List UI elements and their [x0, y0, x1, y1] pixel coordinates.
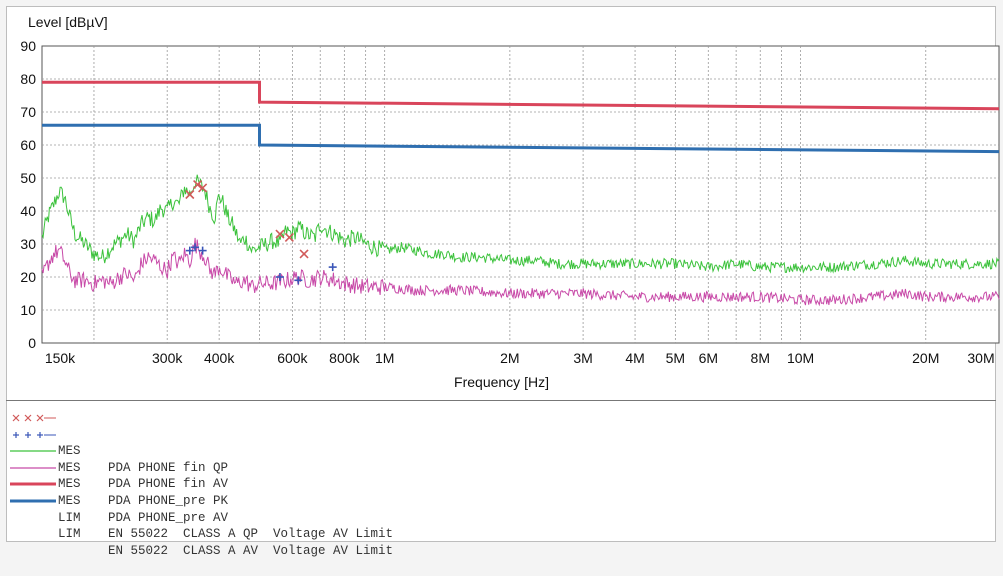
legend-symbol-plus-icon	[13, 431, 56, 438]
legend-kind: MES	[58, 493, 81, 508]
legend-row-fin-av: MES PDA PHONE fin AV	[10, 427, 228, 491]
x-tick-label: 400k	[204, 350, 235, 366]
y-tick-label: 50	[20, 170, 36, 186]
y-tick-label: 10	[20, 302, 36, 318]
emission-chart: 0 10 20 30 40 50 60 70 80 90 150k 300k 400k 600k 800k 1…	[20, 38, 1000, 366]
legend-row-limit-av: LIM EN 55022 CLASS A AV Voltage AV Limit	[10, 493, 393, 558]
legend-symbol-line-icon	[10, 467, 56, 469]
legend-kind: MES	[58, 444, 81, 459]
legend-row-fin-qp: MES PDA PHONE fin QP	[10, 410, 228, 475]
x-tick-label: 5M	[666, 350, 685, 366]
limit-line	[42, 80, 1000, 111]
legend-kind: LIM	[58, 510, 81, 525]
x-tick-label: 10M	[787, 350, 814, 366]
legend-kind: MES	[58, 460, 81, 475]
legend-label: EN 55022 CLASS A QP Voltage AV Limit	[108, 527, 394, 542]
av-marker-plus	[328, 263, 337, 272]
y-tick-label: 70	[20, 104, 36, 120]
legend-symbol-thick-line-icon	[10, 482, 56, 486]
legend-kind: MES	[58, 477, 81, 492]
y-tick-label: 60	[20, 137, 36, 153]
y-tick-label: 80	[20, 71, 36, 87]
y-axis-label: Level [dBµV]	[28, 14, 108, 30]
y-tick-label: 0	[28, 335, 36, 351]
x-tick-label: 3M	[573, 350, 592, 366]
qp-marker-x	[275, 229, 285, 239]
x-tick-label: 6M	[699, 350, 718, 366]
x-tick-label: 30M	[967, 350, 994, 366]
y-tick-label: 90	[20, 38, 36, 54]
qp-marker-x	[284, 232, 294, 242]
limit-line	[42, 123, 1000, 154]
legend-symbol-x-icon	[12, 414, 56, 422]
legend-kind: LIM	[58, 527, 81, 542]
y-tick-label: 20	[20, 269, 36, 285]
legend-row-pre-pk: MES PDA PHONE_pre PK	[10, 443, 228, 508]
legend-separator	[6, 400, 996, 401]
qp-marker-x	[185, 189, 195, 200]
qp-marker-x	[299, 249, 309, 259]
legend-symbol-line-icon	[10, 450, 56, 452]
plot-area	[41, 45, 1000, 344]
qp-marker-x	[198, 183, 208, 193]
x-tick-label: 800k	[329, 350, 360, 366]
legend-row-limit-qp: LIM EN 55022 CLASS A QP Voltage AV Limit	[10, 476, 393, 541]
av-marker-plus	[275, 273, 284, 281]
y-tick-label: 40	[20, 203, 36, 219]
av-marker-plus	[191, 243, 200, 252]
x-tick-label: 1M	[375, 350, 394, 366]
x-tick-label: 8M	[751, 350, 770, 366]
legend-label: PDA PHONE_pre PK	[108, 493, 229, 508]
y-tick-label: 30	[20, 236, 36, 252]
measurement-trace	[41, 237, 1000, 307]
legend-label: PDA PHONE fin QP	[108, 460, 229, 475]
av-marker-plus	[198, 246, 207, 255]
av-marker-plus	[294, 276, 303, 285]
x-tick-label: 20M	[912, 350, 939, 366]
legend-label: PDA PHONE fin AV	[108, 477, 229, 492]
legend-symbol-thick-line-icon	[10, 499, 56, 503]
legend-row-pre-av: MES PDA PHONE_pre AV	[10, 460, 228, 525]
legend: MES PDA PHONE fin QP MES PDA PHONE fin A…	[10, 410, 393, 558]
x-axis-label: Frequency [Hz]	[454, 374, 549, 390]
qp-marker-x	[193, 180, 203, 190]
x-tick-label: 2M	[500, 350, 519, 366]
legend-label: EN 55022 CLASS A AV Voltage AV Limit	[108, 543, 394, 558]
x-tick-label: 600k	[277, 350, 308, 366]
x-tick-label: 300k	[152, 350, 183, 366]
x-tick-label: 150k	[45, 350, 76, 366]
legend-label: PDA PHONE_pre AV	[108, 510, 229, 525]
av-marker-plus	[185, 246, 194, 255]
x-tick-label: 4M	[625, 350, 644, 366]
